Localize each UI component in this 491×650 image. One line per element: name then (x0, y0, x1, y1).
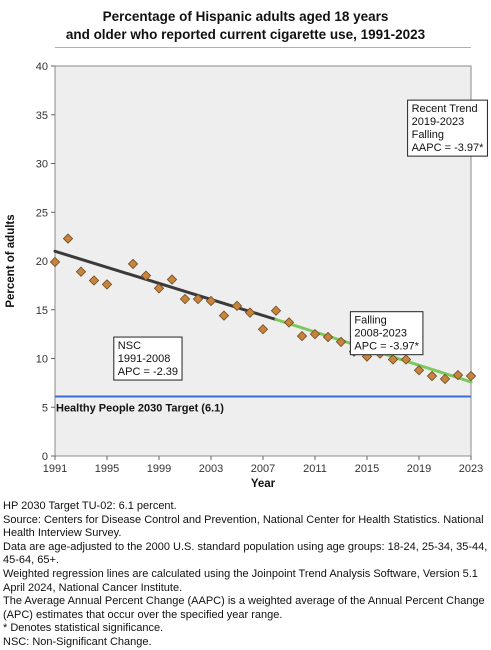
note-regression: Weighted regression lines are calculated… (3, 567, 478, 594)
data-point (270, 305, 282, 316)
y-axis-title: Percent of adults (5, 214, 17, 307)
data-points (49, 233, 477, 385)
annotation-box (113, 336, 183, 381)
x-tick-label: 2007 (251, 463, 275, 475)
y-tick-label: 40 (36, 61, 48, 73)
data-point (296, 330, 308, 342)
data-point (179, 293, 191, 305)
x-tick-label: 2023 (459, 463, 483, 475)
chart-title: Percentage of Hispanic adults aged 18 ye… (0, 8, 491, 44)
data-point (166, 274, 178, 285)
data-point (257, 324, 269, 335)
chart-notes: HP 2030 Target TU-02: 6.1 percent. Sourc… (3, 500, 488, 650)
annotation-line: Falling (412, 129, 444, 141)
note-source: Source: Centers for Disease Control and … (3, 513, 484, 540)
x-tick-label: 1991 (43, 463, 67, 475)
annotation-box (349, 311, 424, 356)
annotation-line: Recent Trend (412, 103, 478, 115)
data-point (127, 258, 139, 270)
annotation-line: AAPC = -3.97* (412, 142, 485, 154)
data-point (49, 256, 61, 268)
data-point (62, 233, 74, 244)
y-tick-label: 10 (36, 354, 48, 366)
data-point (192, 293, 204, 305)
note-aapc: The Average Annual Percent Change (AAPC)… (3, 595, 485, 621)
data-point (218, 310, 230, 321)
note-age-adjustment: Data are age-adjusted to the 2000 U.S. s… (3, 540, 488, 567)
plot-area (54, 65, 472, 457)
data-point (439, 373, 451, 385)
x-axis-ticks: 1991 1995 1999 2003 2007 2011 2015 2019 2023 (43, 456, 483, 475)
annotation-line: APC = -2.39 (118, 366, 178, 378)
annotation-line: NSC (118, 340, 141, 352)
data-point (413, 365, 425, 376)
note-significance: * Denotes statistical significance. (3, 622, 164, 635)
data-point (153, 283, 165, 294)
y-tick-label: 15 (36, 305, 48, 317)
x-tick-label: 2019 (407, 463, 431, 475)
annotation-line: 2008-2023 (354, 328, 407, 340)
chart: 0 5 10 15 20 25 30 35 40 1991 1995 1999 2003 2007 201… (5, 61, 488, 490)
y-tick-label: 30 (36, 159, 48, 171)
annotation-line: 2019-2023 (412, 116, 465, 128)
data-point (400, 354, 412, 365)
note-nsc: NSC: Non-Significant Change. (3, 635, 152, 648)
data-point (335, 336, 347, 348)
y-tick-label: 20 (36, 256, 48, 268)
data-point (231, 300, 243, 312)
data-point (75, 266, 87, 277)
annotation-line: APC = -3.97* (354, 341, 419, 353)
x-tick-label: 1995 (95, 463, 119, 475)
annotation-line: 1991-2008 (118, 353, 171, 365)
data-point (465, 370, 477, 382)
title-divider (55, 47, 471, 48)
data-point (387, 354, 399, 365)
data-point (88, 275, 100, 286)
x-axis-title: Year (251, 478, 276, 490)
target-label: Healthy People 2030 Target (6.1) (56, 403, 224, 415)
data-point (140, 270, 152, 281)
x-tick-label: 2011 (303, 463, 327, 475)
data-point (452, 369, 464, 381)
y-tick-label: 25 (36, 207, 48, 219)
data-point (283, 317, 295, 328)
x-tick-label: 2015 (355, 463, 379, 475)
chart-title-line-2: and older who reported current cigarette… (65, 27, 426, 42)
data-point (205, 295, 217, 307)
x-tick-label: 2003 (199, 463, 223, 475)
data-point (322, 331, 334, 343)
x-tick-label: 1999 (147, 463, 171, 475)
y-tick-label: 35 (36, 110, 48, 122)
data-point (426, 370, 438, 382)
note-target: HP 2030 Target TU-02: 6.1 percent. (3, 500, 177, 512)
data-point (309, 328, 321, 340)
chart-title-line-1: Percentage of Hispanic adults aged 18 ye… (102, 9, 389, 24)
data-point (244, 307, 256, 318)
data-point (101, 279, 113, 290)
y-axis-ticks: 0 5 10 15 20 25 30 35 40 (36, 61, 55, 463)
annotation-box (407, 99, 488, 157)
y-tick-label: 5 (42, 402, 48, 414)
y-tick-label: 0 (42, 451, 48, 463)
annotation-line: Falling (354, 315, 386, 327)
